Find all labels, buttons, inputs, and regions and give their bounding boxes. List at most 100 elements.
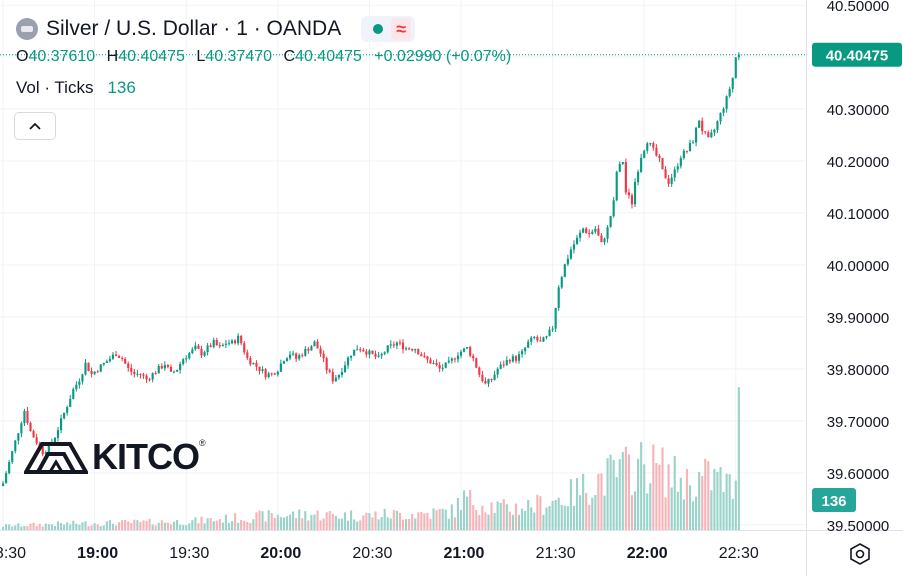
candle-body [420, 354, 423, 357]
candle-body [520, 351, 524, 355]
volume-bar [334, 515, 337, 530]
candle-body [340, 372, 344, 375]
status-pill[interactable]: ≈ [361, 16, 416, 42]
candle-body [328, 370, 331, 372]
volume-bar [179, 524, 182, 530]
volume-bar [490, 502, 493, 530]
candle-body [704, 131, 707, 133]
volume-bar [243, 520, 246, 530]
volume-bar [380, 517, 383, 530]
volume-bar [365, 512, 368, 530]
candle-body [731, 77, 734, 89]
candle-body [679, 158, 682, 167]
volume-bar [38, 523, 41, 530]
x-tick-label: 18:30 [0, 545, 26, 562]
y-tick-label: 40.20000 [827, 154, 890, 171]
kitco-brand: KITCO [92, 436, 200, 477]
volume-bar [548, 506, 551, 530]
candle-body [612, 200, 615, 217]
volume-bar [288, 514, 292, 530]
gear-hexagon-icon[interactable] [848, 542, 872, 566]
candle-body [624, 162, 627, 193]
volume-bar [484, 512, 487, 530]
volume-bar [182, 525, 185, 530]
volume-bar [417, 512, 420, 530]
candle-body [670, 177, 673, 184]
candle-body [108, 358, 111, 362]
volume-bar [221, 522, 224, 530]
candle-body [20, 423, 23, 434]
volume-bar [108, 520, 111, 530]
candle-body [75, 384, 78, 390]
high-key: H [106, 48, 119, 65]
candle-body [176, 369, 179, 372]
x-tick-label: 22:00 [627, 545, 668, 562]
volume-bar [340, 518, 344, 530]
volume-bar [252, 519, 255, 530]
volume-bar [737, 387, 740, 530]
symbol-title[interactable]: Silver / U.S. Dollar · 1 · OANDA [46, 17, 342, 40]
volume-bar [23, 526, 26, 530]
candle-body [111, 354, 115, 359]
candle-body [600, 235, 603, 243]
low-value: 40.37470 [205, 48, 273, 65]
volume-bar [377, 519, 380, 530]
candle-body [157, 366, 160, 374]
candle-body [322, 353, 325, 359]
price-axis[interactable]: 39.50000 39.60000 39.70000 39.80000 39.90000… [812, 0, 902, 535]
candle-body [96, 371, 99, 373]
volume-bar [511, 514, 514, 530]
volume-bar [350, 510, 353, 530]
volume-bar [719, 467, 722, 530]
volume-bar [11, 526, 14, 530]
last-volume-label-bg [812, 488, 856, 512]
candle-body [130, 367, 133, 372]
candle-body [72, 389, 75, 399]
volume-bar [575, 478, 579, 530]
volume-bar [84, 521, 87, 530]
candle-body [618, 163, 621, 172]
candle-body [56, 430, 60, 438]
y-tick-label: 39.50000 [827, 518, 890, 535]
candle-body [230, 340, 234, 344]
volume-bar [322, 518, 325, 530]
time-axis[interactable]: 18:30 19:00 19:30 20:00 20:30 21:00 21:30 22:00… [0, 545, 759, 562]
symbol-legend[interactable]: Silver / U.S. Dollar · 1 · OANDA ≈ [16, 16, 416, 42]
volume-legend[interactable]: Vol · Ticks 136 [16, 78, 136, 98]
volume-bar [710, 490, 713, 530]
candle-body [560, 277, 563, 288]
candle-body [392, 344, 395, 346]
volume-bar [594, 495, 597, 530]
candle-body [493, 374, 496, 380]
volume-bar [505, 504, 508, 530]
candle-body [169, 366, 173, 372]
candle-body [117, 355, 121, 358]
volume-bar [420, 511, 423, 530]
collapse-legend-button[interactable] [14, 112, 56, 140]
candle-body [133, 371, 136, 375]
candle-body [209, 345, 212, 347]
candle-body [646, 143, 649, 151]
volume-bar [230, 521, 234, 530]
volume-bar [637, 458, 640, 530]
volume-bar [325, 512, 328, 530]
candle-body [237, 335, 240, 344]
candle-body [401, 342, 405, 350]
volume-bar [533, 512, 536, 530]
volume-label: Vol · Ticks [16, 78, 94, 97]
candle-body [218, 345, 221, 347]
volume-bar [392, 510, 395, 530]
volume-bar [264, 521, 267, 530]
volume-bar [353, 519, 356, 530]
candle-body [267, 373, 270, 378]
volume-bar [514, 503, 518, 530]
candle-body [288, 354, 292, 359]
volume-bar [237, 522, 240, 530]
volume-bar [261, 511, 264, 530]
candle-body [575, 237, 579, 245]
volume-bar [472, 505, 475, 530]
volume-bar [172, 521, 176, 530]
volume-bar [368, 513, 371, 530]
candle-body [609, 216, 612, 228]
